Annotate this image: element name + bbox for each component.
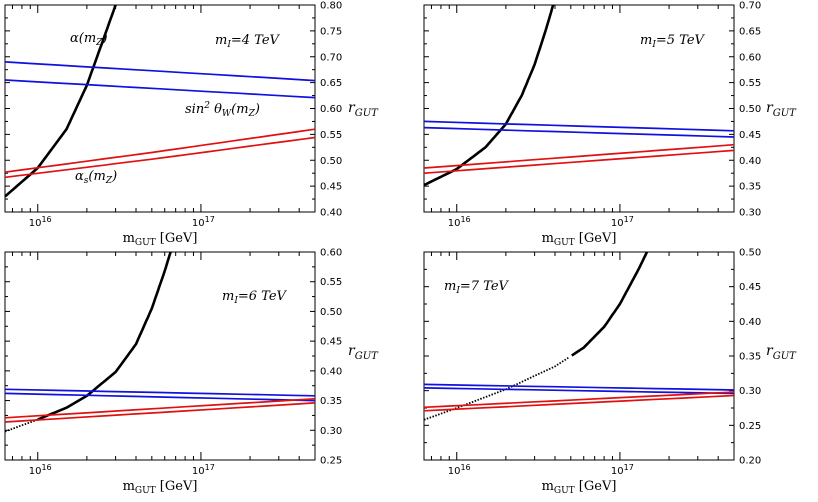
y-axis-label: rGUT (766, 100, 797, 119)
mass-annotation: mI=5 TeV (640, 33, 706, 50)
y-tick-label: 0.50 (320, 156, 342, 167)
x-tick-label: 1017 (192, 463, 215, 477)
y-tick-label: 0.50 (739, 248, 761, 259)
series-line-sin2thetaW-upper (424, 120, 734, 132)
series-line-alphas-lower (424, 394, 734, 412)
y-axis-label: rGUT (766, 343, 797, 362)
series-line-alpha (424, 5, 555, 187)
x-axis-label: mGUT [GeV] (123, 479, 198, 496)
series-line-alphas-lower (5, 402, 315, 423)
x-tick-label: 1016 (448, 463, 471, 477)
series-group (424, 5, 734, 187)
x-axis-label: mGUT [GeV] (542, 231, 617, 248)
series-line-alphas-upper (5, 397, 315, 419)
y-tick-label: 0.55 (320, 277, 342, 288)
mass-annotation: mI=4 TeV (215, 33, 281, 50)
y-tick-label: 0.70 (739, 1, 761, 12)
curve-label-red: αs(mZ) (75, 169, 117, 186)
series-line-sin2thetaW-lower (5, 392, 315, 402)
series-group (5, 5, 315, 198)
mass-annotation: mI=7 TeV (444, 279, 510, 296)
series-line-alphas-upper (424, 391, 734, 409)
y-tick-label: 0.65 (739, 26, 761, 37)
y-tick-label: 0.60 (320, 104, 342, 115)
y-tick-label: 0.50 (739, 104, 761, 115)
series-line-sin2thetaW-lower (424, 387, 734, 395)
y-tick-label: 0.30 (739, 208, 761, 219)
y-tick-label: 0.45 (739, 130, 761, 141)
y-tick-label: 0.30 (320, 426, 342, 437)
mass-annotation: mI=6 TeV (222, 289, 288, 306)
series-line-alphas-lower (424, 149, 734, 175)
series-line-alphas-upper (424, 143, 734, 169)
series-line-alpha (37, 252, 172, 421)
y-tick-label: 0.40 (320, 208, 342, 219)
y-tick-label: 0.35 (320, 396, 342, 407)
y-tick-label: 0.40 (320, 366, 342, 377)
x-tick-label: 1016 (29, 463, 52, 477)
y-tick-label: 0.45 (320, 337, 342, 348)
series-group (5, 252, 315, 433)
y-tick-label: 0.60 (320, 248, 342, 259)
y-tick-label: 0.25 (739, 421, 761, 432)
y-axis-label: rGUT (348, 343, 379, 362)
curve-label-black: α(mZ) (70, 31, 108, 48)
chart-panel-3: 0.25 0.30 0.35 0.40 0.45 0.50 0.55 0.60 1016 1017… (4, 248, 379, 496)
y-tick-label: 0.45 (739, 282, 761, 293)
y-tick-label: 0.25 (320, 456, 342, 467)
chart-panel-4: 0.20 0.25 0.30 0.35 0.40 0.45 0.50 1016 1017 mGUT… (423, 248, 797, 496)
series-line-alpha (5, 5, 117, 198)
x-tick-label: 1017 (192, 215, 215, 229)
y-tick-label: 0.75 (320, 26, 342, 37)
series-line-sin2thetaW-upper (5, 388, 315, 397)
x-axis-label: mGUT [GeV] (542, 479, 617, 496)
series-line-alphas-upper (5, 128, 315, 174)
y-tick-label: 0.30 (739, 386, 761, 397)
y-tick-label: 0.20 (739, 456, 761, 467)
y-tick-label: 0.65 (320, 78, 342, 89)
series-line-sin2thetaW-lower (5, 79, 315, 99)
chart-panel-2: 0.30 0.35 0.40 0.45 0.50 0.55 0.60 0.65 0.70 1016… (423, 1, 797, 248)
y-tick-label: 0.60 (739, 52, 761, 63)
y-tick-label: 0.40 (739, 156, 761, 167)
y-tick-label: 0.55 (320, 130, 342, 141)
series-line-sin2thetaW-lower (424, 126, 734, 138)
y-tick-label: 0.35 (739, 352, 761, 363)
chart-panel-1: 0.40 0.45 0.50 0.55 0.60 0.65 0.70 0.75 0.80 1016… (4, 1, 379, 248)
series-group (424, 252, 734, 421)
y-tick-label: 0.50 (320, 307, 342, 318)
x-axis-label: mGUT [GeV] (123, 231, 198, 248)
series-line-alpha (571, 252, 649, 357)
y-tick-label: 0.80 (320, 1, 342, 12)
series-line-sin2thetaW-upper (424, 383, 734, 391)
y-tick-label: 0.55 (739, 78, 761, 89)
curve-label-blue: sin2 θW(mZ) (185, 101, 260, 119)
y-tick-label: 0.35 (739, 182, 761, 193)
y-tick-label: 0.70 (320, 52, 342, 63)
series-line-alphas-lower (5, 136, 315, 179)
x-tick-label: 1017 (611, 463, 634, 477)
x-tick-label: 1016 (29, 215, 52, 229)
x-tick-label: 1016 (448, 215, 471, 229)
y-tick-label: 0.40 (739, 317, 761, 328)
y-axis-label: rGUT (348, 100, 379, 119)
y-tick-label: 0.45 (320, 182, 342, 193)
x-tick-label: 1017 (611, 215, 634, 229)
series-line-sin2thetaW-upper (5, 61, 315, 82)
